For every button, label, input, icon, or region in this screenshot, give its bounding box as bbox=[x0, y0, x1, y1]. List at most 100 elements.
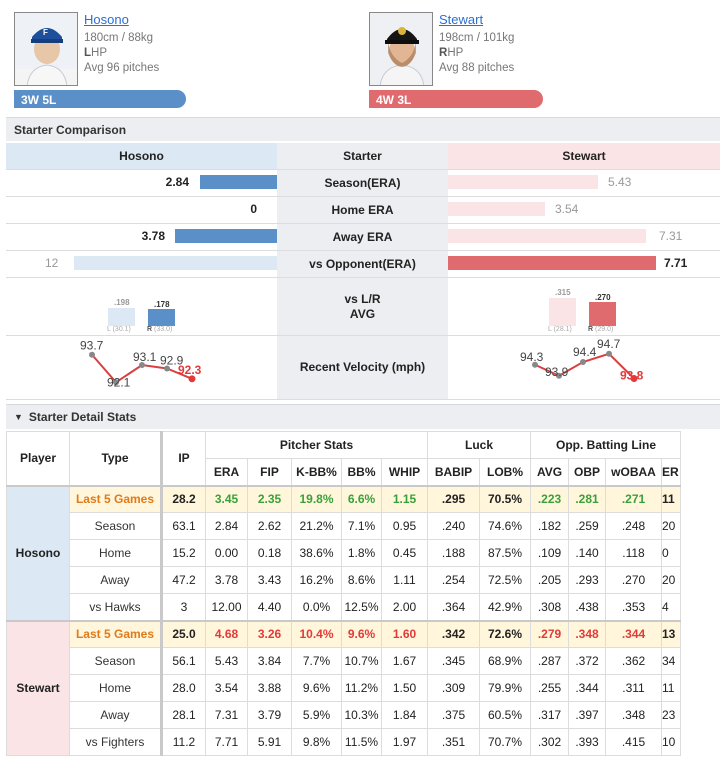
stat-cell-er: 13 bbox=[661, 619, 681, 648]
stat-cell-era: 7.71 bbox=[205, 728, 248, 756]
stat-cell-bb: 6.6% bbox=[341, 484, 382, 513]
stat-cell-whip: 1.11 bbox=[381, 566, 428, 594]
stat-cell-bb: 8.6% bbox=[341, 566, 382, 594]
stat-cell-avg: .287 bbox=[530, 647, 569, 675]
table-row: Season 63.1 2.84 2.62 21.2% 7.1% 0.95.240 74.6%… bbox=[7, 512, 681, 540]
velocity-label: Recent Velocity (mph) bbox=[277, 336, 448, 399]
stat-cell-lob: 87.5% bbox=[479, 539, 531, 567]
table-row: Home 28.0 3.54 3.88 9.6% 11.2% 1.50.309 79.9% .2… bbox=[7, 674, 681, 702]
stat-cell-ip: 28.2 bbox=[160, 484, 206, 513]
stat-cell-obp: .372 bbox=[568, 647, 606, 675]
col-era: ERA bbox=[205, 458, 248, 486]
home-pitcher-record: 3W 5L bbox=[14, 90, 186, 108]
starter-detail-header[interactable]: ▼ Starter Detail Stats bbox=[6, 404, 720, 429]
stat-cell-bb: 11.2% bbox=[341, 674, 382, 702]
velocity-label: 93.9 bbox=[545, 365, 569, 379]
col-fip: FIP bbox=[247, 458, 292, 486]
stat-cell-woba: .270 bbox=[605, 566, 662, 594]
home-pitcher-size: 180cm / 88kg bbox=[84, 32, 154, 44]
home-pitcher-name[interactable]: Hosono bbox=[84, 12, 129, 27]
table-row: Home 15.2 0.00 0.18 38.6% 1.8% 0.45.188 87.5% .1… bbox=[7, 539, 681, 567]
home-away-era: 3.78 bbox=[141, 229, 165, 243]
stat-cell-obp: .397 bbox=[568, 701, 606, 729]
home-pitcher-avg-pitches: Avg 96 pitches bbox=[84, 62, 160, 74]
velocity-point bbox=[139, 362, 145, 369]
stat-cell-babip: .240 bbox=[427, 512, 480, 540]
stat-cell-era: 2.84 bbox=[205, 512, 248, 540]
split-type-cell: Last 5 Games bbox=[69, 484, 162, 513]
stat-cell-obp: .344 bbox=[568, 674, 606, 702]
away-home-era: 3.54 bbox=[555, 202, 579, 216]
stat-cell-whip: 1.60 bbox=[381, 619, 428, 648]
split-type-cell: Away bbox=[69, 701, 162, 729]
split-type-cell: Season bbox=[69, 647, 162, 675]
stat-cell-bb: 10.7% bbox=[341, 647, 382, 675]
away-home-era-bar bbox=[448, 202, 545, 216]
stat-cell-lob: 72.5% bbox=[479, 566, 531, 594]
away-pitcher-photo bbox=[369, 12, 433, 86]
svg-text:F: F bbox=[43, 28, 48, 37]
stat-cell-era: 3.45 bbox=[205, 484, 248, 513]
away-season-era: 5.43 bbox=[608, 175, 632, 189]
stat-cell-ip: 11.2 bbox=[160, 728, 206, 756]
stat-cell-babip: .351 bbox=[427, 728, 480, 756]
table-row: vs Fighters 11.2 7.71 5.91 9.8% 11.5% 1.97.351… bbox=[7, 728, 681, 756]
collapse-triangle-icon[interactable]: ▼ bbox=[14, 412, 23, 422]
stat-cell-whip: 1.50 bbox=[381, 674, 428, 702]
stat-cell-kbb: 9.8% bbox=[291, 728, 342, 756]
col-avg: AVG bbox=[530, 458, 569, 486]
away-season-era-bar bbox=[448, 175, 598, 189]
home-pitcher-photo: F bbox=[14, 12, 78, 86]
home-season-era-bar bbox=[200, 175, 277, 189]
stat-cell-kbb: 21.2% bbox=[291, 512, 342, 540]
col-babip: BABIP bbox=[427, 458, 480, 486]
col-ip: IP bbox=[160, 431, 206, 486]
velocity-point bbox=[113, 379, 119, 386]
col-obp: OBP bbox=[568, 458, 606, 486]
away-pitcher-card: Stewart 198cm / 101kg RHP Avg 88 pitches… bbox=[369, 10, 543, 110]
away-pitcher-name[interactable]: Stewart bbox=[439, 12, 484, 27]
stat-cell-obp: .259 bbox=[568, 512, 606, 540]
stat-cell-fip: 4.40 bbox=[247, 593, 292, 621]
stat-cell-era: 12.00 bbox=[205, 593, 248, 621]
home-l-ip: L (30.1) bbox=[107, 326, 131, 333]
stat-cell-woba: .348 bbox=[605, 701, 662, 729]
stat-cell-babip: .345 bbox=[427, 647, 480, 675]
split-type-cell: Away bbox=[69, 566, 162, 594]
stat-cell-woba: .344 bbox=[605, 619, 662, 648]
lr-avg-label-line1: vs L/R bbox=[344, 291, 381, 306]
starter-comparison-header: Starter Comparison bbox=[6, 117, 720, 141]
home-lr-avg-chart: .198 .178 L (30.1) R (33.0) bbox=[6, 278, 277, 335]
col-bb: BB% bbox=[341, 458, 382, 486]
away-pitcher-size: 198cm / 101kg bbox=[439, 32, 515, 44]
comparison-row-vs-opponent-era: 12 vs Opponent(ERA) 7.71 bbox=[6, 251, 720, 278]
stat-cell-era: 5.43 bbox=[205, 647, 248, 675]
stat-cell-avg: .302 bbox=[530, 728, 569, 756]
away-lr-avg-chart: .315 .270 L (28.1) R (29.0) bbox=[448, 278, 720, 335]
group-luck: Luck bbox=[427, 431, 531, 459]
stat-cell-avg: .279 bbox=[530, 619, 569, 648]
stat-cell-fip: 3.84 bbox=[247, 647, 292, 675]
stat-cell-ip: 25.0 bbox=[160, 619, 206, 648]
stat-cell-woba: .118 bbox=[605, 539, 662, 567]
stat-cell-kbb: 9.6% bbox=[291, 674, 342, 702]
stat-cell-whip: 2.00 bbox=[381, 593, 428, 621]
away-r-avg-bar bbox=[589, 302, 616, 326]
home-away-era-bar bbox=[175, 229, 277, 243]
table-row: Away 28.1 7.31 3.79 5.9% 10.3% 1.84.375 60.5% .3… bbox=[7, 701, 681, 729]
split-type-cell: Season bbox=[69, 512, 162, 540]
home-r-avg-bar bbox=[148, 309, 175, 326]
stat-cell-er: 10 bbox=[661, 728, 681, 756]
table-row: Away 47.2 3.78 3.43 16.2% 8.6% 1.11.254 72.5% .2… bbox=[7, 566, 681, 594]
stat-cell-kbb: 7.7% bbox=[291, 647, 342, 675]
stat-cell-fip: 5.91 bbox=[247, 728, 292, 756]
stat-cell-ip: 15.2 bbox=[160, 539, 206, 567]
stat-cell-fip: 2.35 bbox=[247, 484, 292, 513]
stat-cell-obp: .438 bbox=[568, 593, 606, 621]
velocity-point bbox=[556, 372, 562, 379]
velocity-label: 94.7 bbox=[597, 337, 621, 351]
comparison-row-season-era: 2.84 Season(ERA) 5.43 bbox=[6, 170, 720, 197]
away-r-avg: .270 bbox=[595, 293, 611, 302]
col-er: ER bbox=[661, 458, 681, 486]
stat-cell-whip: 1.67 bbox=[381, 647, 428, 675]
